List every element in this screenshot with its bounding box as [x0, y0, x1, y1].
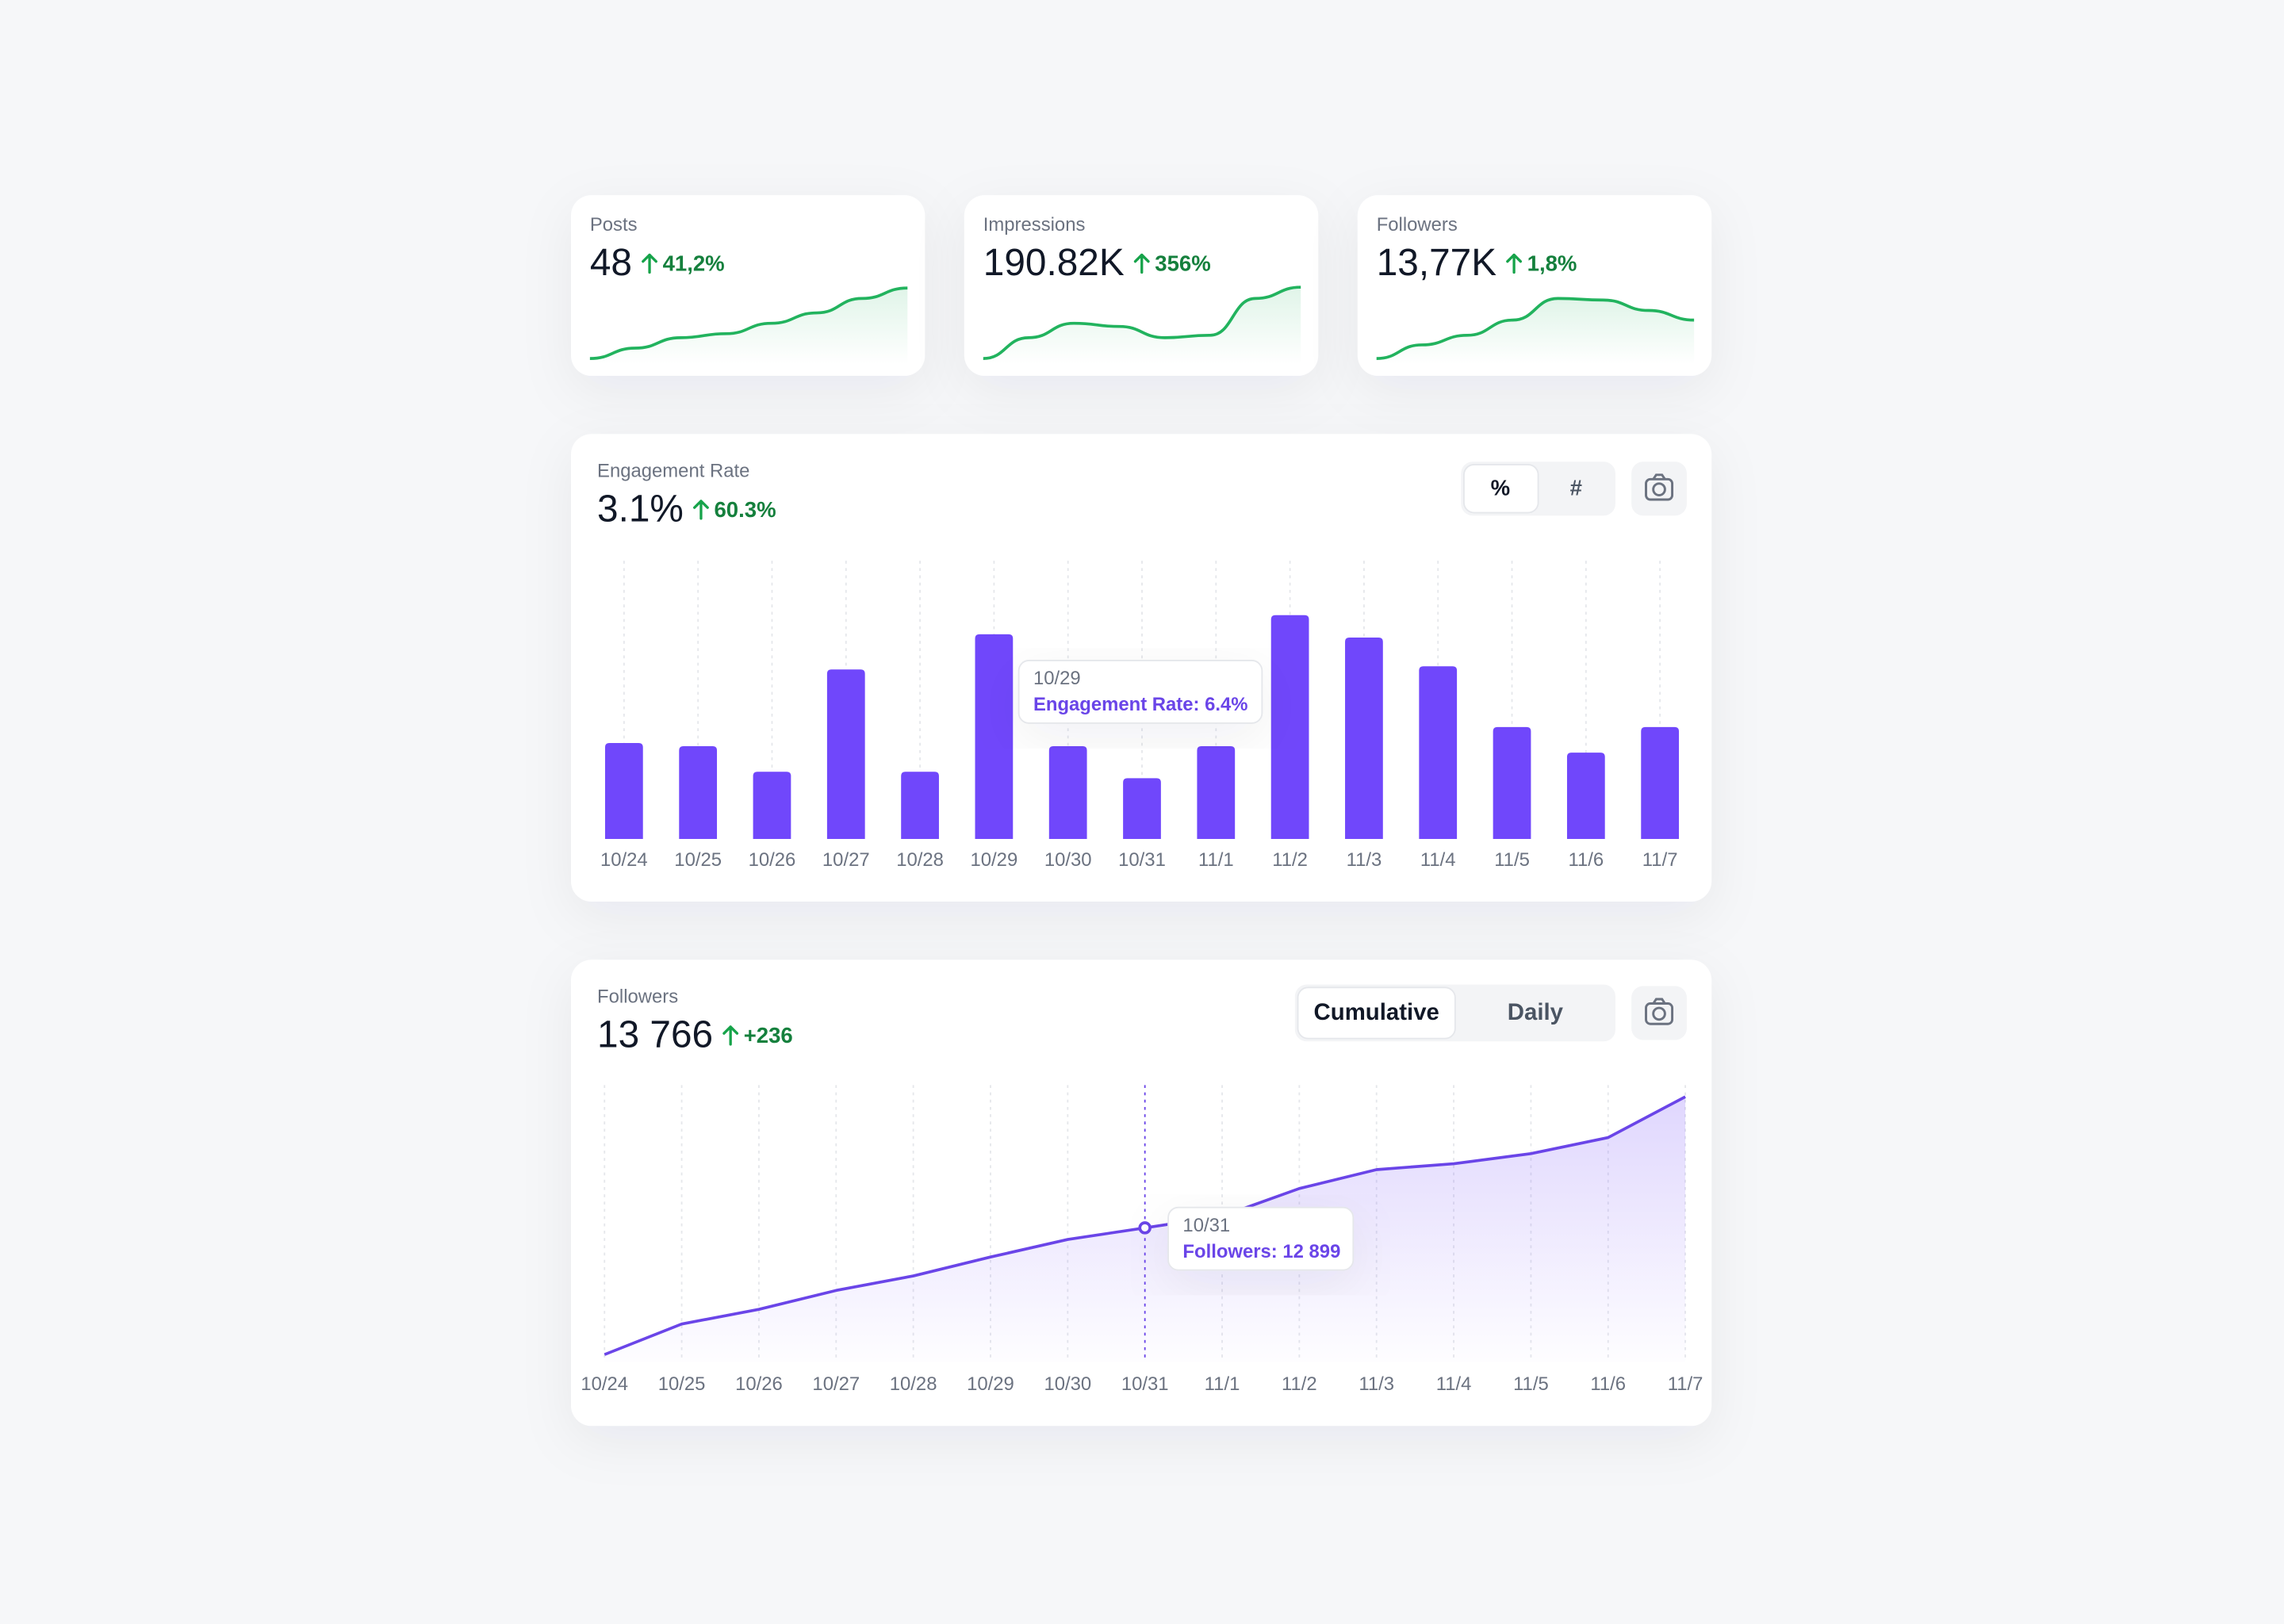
- x-tick-label: 10/24: [581, 1373, 628, 1395]
- tooltip-title: 10/31: [1182, 1215, 1230, 1236]
- x-tick-label: 10/26: [735, 1373, 783, 1395]
- x-tick-label: 11/4: [1436, 1373, 1472, 1395]
- bar: [1493, 726, 1531, 839]
- metric-value: 13,77K: [1377, 242, 1496, 284]
- sparkline-area: [983, 287, 1301, 365]
- x-tick-label: 10/25: [658, 1373, 706, 1395]
- trend-arrow: [642, 253, 657, 274]
- metric-value: 3.1%: [597, 488, 684, 530]
- x-tick-label: 11/5: [1494, 849, 1530, 871]
- sparkline-area: [589, 288, 908, 365]
- tooltip-text: Followers: 12 899: [1182, 1241, 1340, 1262]
- tooltip: [1167, 1206, 1355, 1271]
- bar: [753, 772, 791, 839]
- metric-label: Followers: [597, 986, 678, 1007]
- trend-arrow: [693, 500, 709, 520]
- tooltip-text: Engagement Rate: 6.4%: [1033, 694, 1247, 715]
- x-tick-label: 10/28: [890, 1373, 937, 1395]
- sparkline: [1376, 297, 1695, 360]
- x-tick-label: 10/30: [1044, 849, 1092, 871]
- metric-change: 356%: [1155, 251, 1210, 276]
- bar: [604, 743, 643, 839]
- x-tick-label: 11/4: [1420, 849, 1456, 871]
- toggle-active[interactable]: [1463, 464, 1539, 514]
- x-tick-label: 10/31: [1121, 1373, 1169, 1395]
- metric-label: Posts: [590, 214, 638, 236]
- toggle-button[interactable]: Cumulative: [1314, 999, 1439, 1025]
- x-tick-label: 10/29: [967, 1373, 1014, 1395]
- metric-change: 60.3%: [714, 497, 776, 522]
- bar: [1419, 666, 1458, 839]
- x-tick-label: 10/25: [674, 849, 722, 871]
- metric-value: 13 766: [597, 1013, 713, 1055]
- camera-icon: [1645, 473, 1674, 501]
- metric-change: 41,2%: [663, 251, 725, 276]
- metric-change: 1,8%: [1527, 251, 1577, 276]
- x-tick-label: 11/3: [1359, 1373, 1394, 1395]
- x-tick-label: 11/1: [1198, 849, 1234, 871]
- sparkline-area: [1376, 298, 1695, 365]
- metric-value: 190.82K: [983, 242, 1125, 284]
- x-tick-label: 10/27: [812, 1373, 860, 1395]
- metric-label: Engagement Rate: [597, 460, 749, 481]
- camera-button[interactable]: [1631, 462, 1687, 516]
- trend-arrow: [1133, 253, 1150, 274]
- camera-icon: [1645, 998, 1674, 1025]
- toggle-button[interactable]: Daily: [1508, 999, 1564, 1025]
- bar: [1566, 753, 1605, 839]
- sparkline: [589, 286, 908, 360]
- x-tick-label: 11/5: [1513, 1373, 1549, 1395]
- x-tick-label: 11/2: [1282, 1373, 1317, 1395]
- tooltip: [1017, 660, 1263, 724]
- x-tick-label: 10/27: [822, 849, 870, 871]
- bar: [1270, 615, 1309, 839]
- x-tick-label: 10/26: [749, 849, 796, 871]
- x-tick-label: 11/6: [1590, 1373, 1626, 1395]
- x-tick-label: 10/28: [896, 849, 944, 871]
- x-tick-label: 11/2: [1272, 849, 1308, 871]
- trend-arrow: [1506, 253, 1523, 274]
- x-tick-label: 10/29: [971, 849, 1018, 871]
- tooltip-title: 10/29: [1033, 668, 1081, 689]
- toggle-button[interactable]: #: [1570, 475, 1582, 500]
- metric-change: +236: [744, 1023, 793, 1048]
- bar: [975, 634, 1014, 839]
- bar: [1197, 746, 1236, 839]
- bar: [1048, 746, 1087, 839]
- bar: [679, 746, 718, 839]
- x-tick-label: 10/24: [600, 849, 648, 871]
- bar: [1345, 637, 1383, 839]
- x-tick-label: 10/31: [1118, 849, 1166, 871]
- x-tick-label: 11/1: [1205, 1373, 1240, 1395]
- metric-label: Followers: [1377, 214, 1458, 236]
- bar: [901, 772, 939, 839]
- x-tick-label: 11/3: [1347, 849, 1382, 871]
- bar: [1641, 726, 1680, 839]
- x-tick-label: 10/30: [1044, 1373, 1091, 1395]
- hover-point: [1138, 1221, 1152, 1235]
- bar: [1123, 778, 1161, 839]
- metric-value: 48: [590, 242, 632, 284]
- metric-label: Impressions: [983, 214, 1086, 236]
- x-tick-label: 11/6: [1569, 849, 1604, 871]
- toggle-button[interactable]: %: [1491, 475, 1511, 500]
- x-tick-label: 11/7: [1642, 849, 1678, 871]
- camera-button[interactable]: [1631, 986, 1687, 1040]
- sparkline: [983, 285, 1301, 360]
- trend-arrow: [722, 1025, 739, 1046]
- bar: [826, 669, 865, 839]
- toggle-active[interactable]: [1297, 986, 1456, 1040]
- x-tick-label: 11/7: [1668, 1373, 1703, 1395]
